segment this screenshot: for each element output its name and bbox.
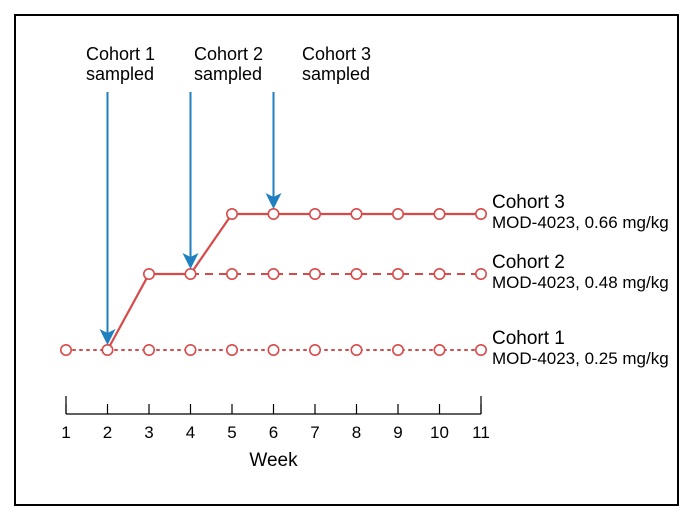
data-marker [102,345,112,355]
data-marker [227,345,237,355]
annotation-text: sampled [302,64,370,84]
x-axis-label: Week [249,450,298,471]
chart-frame: Cohort 3MOD-4023, 0.66 mg/kgCohort 2MOD-… [0,0,693,520]
data-marker [476,209,486,219]
data-marker [144,345,154,355]
axis-tick-label: 11 [472,423,490,442]
axis-tick-label: 3 [144,423,153,442]
cohort-label-title: Cohort 1 [492,328,565,349]
annotation-text: sampled [86,64,154,84]
annotation-text: Cohort 2 [194,44,263,64]
data-marker [393,269,403,279]
annotation-text: Cohort 1 [86,44,155,64]
data-marker [434,345,444,355]
axis-tick-label: 4 [186,423,195,442]
annotation-text: Cohort 3 [302,44,371,64]
data-marker [393,345,403,355]
data-marker [268,345,278,355]
data-marker [268,209,278,219]
data-marker [144,269,154,279]
cohort-chart: Cohort 3MOD-4023, 0.66 mg/kgCohort 2MOD-… [14,14,679,506]
data-marker [310,209,320,219]
data-marker [268,269,278,279]
data-marker [227,269,237,279]
cohort-label-sub: MOD-4023, 0.48 mg/kg [492,273,669,292]
data-marker [351,269,361,279]
data-marker [476,269,486,279]
cohort-label-title: Cohort 3 [492,192,565,213]
data-marker [434,209,444,219]
data-marker [227,209,237,219]
data-marker [61,345,71,355]
data-marker [476,345,486,355]
data-marker [310,345,320,355]
cohort-label-sub: MOD-4023, 0.66 mg/kg [492,213,669,232]
data-marker [310,269,320,279]
cohort-label-sub: MOD-4023, 0.25 mg/kg [492,349,669,368]
data-marker [393,209,403,219]
axis-tick-label: 8 [352,423,361,442]
axis-tick-label: 5 [227,423,236,442]
axis-tick-label: 10 [430,423,449,442]
data-marker [185,345,195,355]
cohort-label-title: Cohort 2 [492,252,565,273]
data-marker [351,209,361,219]
axis-tick-label: 9 [393,423,402,442]
axis-tick-label: 1 [61,423,70,442]
data-marker [351,345,361,355]
ramp-line [108,214,233,350]
axis-tick-label: 6 [269,423,278,442]
axis-tick-label: 2 [103,423,112,442]
data-marker [434,269,444,279]
data-marker [185,269,195,279]
axis-tick-label: 7 [310,423,319,442]
annotation-text: sampled [194,64,262,84]
